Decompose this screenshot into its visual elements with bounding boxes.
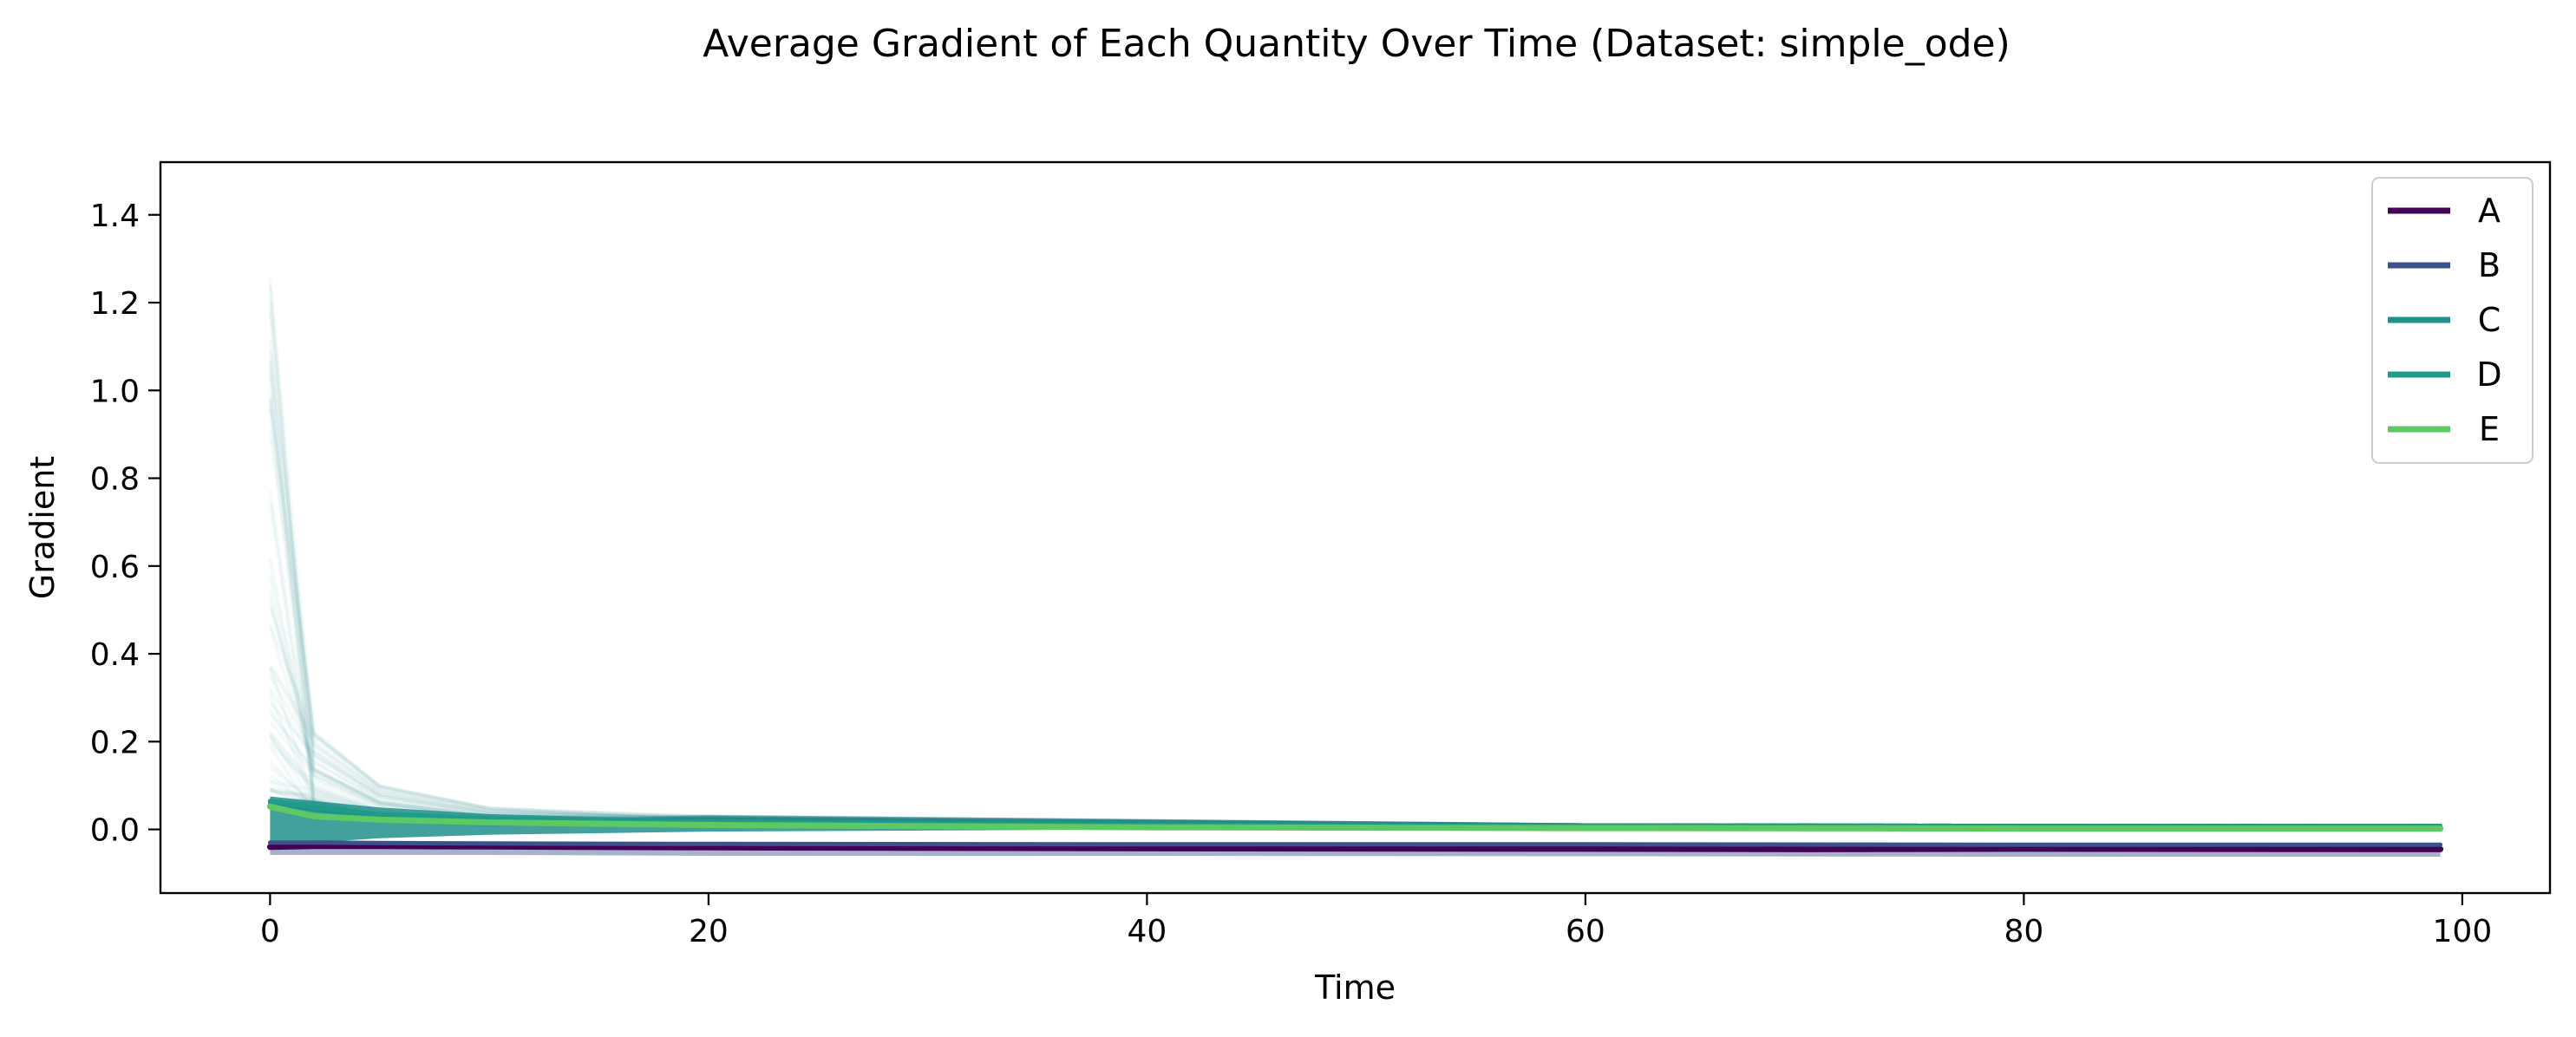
faint-trace (268, 590, 2441, 828)
x-tick-label: 0 (260, 914, 280, 949)
y-axis: 0.0 0.2 0.4 0.6 0.8 1.0 1.2 1.4 (90, 199, 160, 849)
faint-trace (268, 574, 2441, 828)
series-line-a (266, 843, 2444, 852)
faint-trace (268, 663, 2441, 828)
faint-trace (268, 667, 2441, 828)
legend-label-a: A (2478, 192, 2501, 230)
faint-trace (268, 701, 2441, 828)
series-lines (266, 799, 2444, 852)
faint-trace (268, 428, 2441, 828)
faint-trace (268, 501, 2441, 828)
faint-trace (268, 688, 2441, 828)
x-tick-label: 60 (1566, 914, 1605, 949)
faint-trace (268, 408, 2441, 828)
legend-label-b: B (2478, 246, 2501, 284)
faint-trace (268, 338, 2441, 828)
faint-trace (268, 277, 2441, 828)
faint-trace (268, 350, 2441, 828)
faint-trace (268, 708, 2441, 828)
y-tick-label: 0.6 (90, 550, 140, 585)
y-tick-label: 0.0 (90, 813, 140, 849)
faint-trace (268, 361, 2441, 828)
faint-trace (268, 721, 2441, 828)
faint-trace (268, 623, 2441, 828)
y-axis-label: Gradient (23, 456, 62, 599)
series-line-b (267, 840, 2443, 847)
legend-label-d: D (2476, 355, 2501, 394)
faint-trace (268, 713, 2441, 828)
faint-trace (268, 362, 2441, 828)
faint-trace (268, 300, 2441, 828)
faint-trace (268, 600, 2441, 828)
y-tick-label: 1.2 (90, 286, 140, 322)
y-tick-label: 1.0 (90, 374, 140, 409)
x-tick-label: 80 (2004, 914, 2043, 949)
legend-frame (2371, 177, 2534, 464)
faint-trace (268, 285, 2441, 828)
plot-area-frame (159, 160, 2552, 895)
faint-trace (268, 693, 2441, 828)
chart-title: Average Gradient of Each Quantity Over T… (703, 22, 2010, 66)
x-tick-label: 40 (1127, 914, 1167, 949)
x-tick-label: 100 (2433, 914, 2493, 949)
faint-trace (268, 398, 2441, 828)
legend-label-e: E (2479, 410, 2500, 448)
y-tick-label: 0.4 (90, 637, 140, 673)
faint-trace (268, 490, 2441, 828)
faint-trace (268, 395, 2441, 828)
faint-trace (268, 606, 2441, 828)
faint-trace (268, 627, 2441, 828)
legend-label-c: C (2478, 301, 2501, 339)
y-tick-label: 0.2 (90, 725, 140, 760)
faint-trace (268, 375, 2441, 828)
series-line-e (266, 803, 2444, 832)
gradient-band-upper (270, 796, 2441, 843)
x-axis-label: Time (1314, 969, 1396, 1007)
faint-trace (268, 666, 2441, 828)
y-tick-label: 1.4 (90, 199, 140, 234)
individual-trace-cloud (268, 277, 2441, 828)
x-axis: 0 20 40 60 80 100 (260, 893, 2492, 949)
faint-trace (268, 310, 2441, 828)
faint-trace (268, 674, 2441, 828)
faint-trace (268, 400, 2441, 828)
x-tick-label: 20 (689, 914, 729, 949)
faint-trace (268, 558, 2441, 828)
y-tick-label: 0.8 (90, 462, 140, 498)
